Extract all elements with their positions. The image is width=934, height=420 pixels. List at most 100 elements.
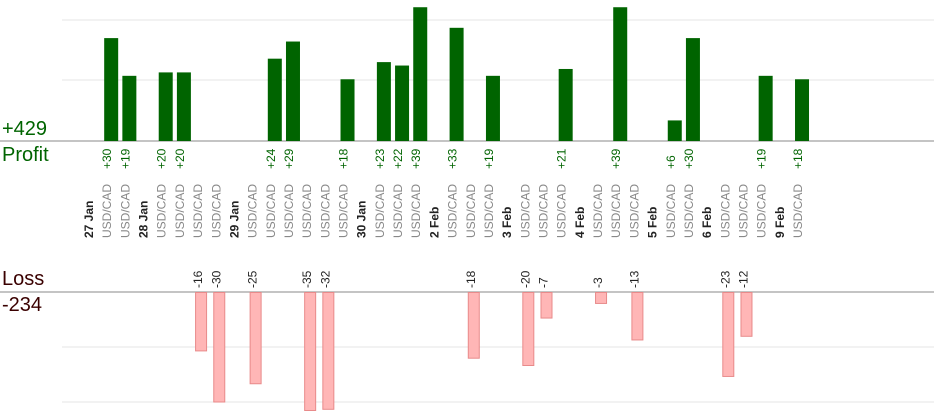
date-label: 3 Feb xyxy=(500,207,514,238)
pair-label: USD/CAD xyxy=(627,184,641,238)
profit-bar xyxy=(485,75,500,141)
profit-value-label: +33 xyxy=(446,148,460,169)
date-label: 28 Jan xyxy=(137,201,151,238)
pair-label: USD/CAD xyxy=(682,184,696,238)
profit-bar xyxy=(267,58,282,141)
loss-value-label: -12 xyxy=(736,270,750,288)
loss-value-label: -16 xyxy=(191,270,205,288)
loss-bar xyxy=(304,292,317,411)
profit-bar xyxy=(376,62,391,141)
profit-value-label: +20 xyxy=(155,148,169,169)
profit-value-label: +39 xyxy=(409,148,423,169)
profit-value-label: +18 xyxy=(791,148,805,169)
date-label: 5 Feb xyxy=(646,207,660,238)
profit-bar xyxy=(158,72,173,141)
loss-bar xyxy=(631,292,644,341)
loss-value-label: -20 xyxy=(518,270,532,288)
pair-label: USD/CAD xyxy=(591,184,605,238)
pair-label: USD/CAD xyxy=(718,184,732,238)
profit-bar xyxy=(340,79,355,141)
profit-value-label: +19 xyxy=(755,148,769,169)
loss-bar xyxy=(540,292,553,319)
pair-label: USD/CAD xyxy=(173,184,187,238)
loss-total: -234 xyxy=(2,294,43,316)
profit-bar xyxy=(558,68,573,141)
profit-bar xyxy=(667,120,682,141)
loss-value-label: -30 xyxy=(209,270,223,288)
pair-label: USD/CAD xyxy=(118,184,132,238)
profit-value-label: +20 xyxy=(173,148,187,169)
pair-label: USD/CAD xyxy=(300,184,314,238)
pair-label: USD/CAD xyxy=(409,184,423,238)
pair-label: USD/CAD xyxy=(791,184,805,238)
profit-bar xyxy=(285,41,300,141)
loss-bar xyxy=(213,292,226,403)
loss-bar xyxy=(467,292,480,359)
pair-label: USD/CAD xyxy=(155,184,169,238)
loss-value-label: -23 xyxy=(718,270,732,288)
date-label: 27 Jan xyxy=(82,201,96,238)
loss-value-label: -32 xyxy=(318,270,332,288)
loss-value-label: -35 xyxy=(300,270,314,288)
profit-total: +429 xyxy=(2,118,48,140)
date-label: 29 Jan xyxy=(227,201,241,238)
loss-bar xyxy=(522,292,535,366)
profit-bar xyxy=(685,38,700,141)
profit-bar xyxy=(413,7,428,142)
profit-value-label: +39 xyxy=(609,148,623,169)
profit-value-label: +24 xyxy=(264,148,278,169)
pair-label: USD/CAD xyxy=(391,184,405,238)
loss-value-label: -13 xyxy=(627,270,641,288)
loss-value-label: -3 xyxy=(591,277,605,288)
pair-label: USD/CAD xyxy=(446,184,460,238)
date-label: 4 Feb xyxy=(573,207,587,238)
loss-bar xyxy=(322,292,335,410)
date-label: 9 Feb xyxy=(773,207,787,238)
pair-label: USD/CAD xyxy=(209,184,223,238)
profit-value-label: +6 xyxy=(664,155,678,169)
profit-bar xyxy=(613,7,628,142)
pair-label: USD/CAD xyxy=(664,184,678,238)
loss-bar xyxy=(595,292,608,304)
pair-label: USD/CAD xyxy=(318,184,332,238)
pair-label: USD/CAD xyxy=(337,184,351,238)
profit-bar xyxy=(122,75,137,141)
profit-value-label: +30 xyxy=(100,148,114,169)
profit-value-label: +19 xyxy=(482,148,496,169)
pair-label: USD/CAD xyxy=(537,184,551,238)
loss-bar xyxy=(722,292,735,377)
profit-bar xyxy=(104,38,119,141)
loss-value-label: -25 xyxy=(246,270,260,288)
pair-label: USD/CAD xyxy=(755,184,769,238)
pair-label: USD/CAD xyxy=(482,184,496,238)
loss-bar xyxy=(740,292,753,337)
pair-label: USD/CAD xyxy=(464,184,478,238)
profit-value-label: +19 xyxy=(118,148,132,169)
loss-bar xyxy=(249,292,262,385)
pair-label: USD/CAD xyxy=(282,184,296,238)
date-label: 30 Jan xyxy=(355,201,369,238)
profit-value-label: +29 xyxy=(282,148,296,169)
loss-value-label: -7 xyxy=(537,277,551,288)
profit-value-label: +23 xyxy=(373,148,387,169)
pair-label: USD/CAD xyxy=(609,184,623,238)
loss-bar xyxy=(195,292,208,352)
pair-label: USD/CAD xyxy=(246,184,260,238)
profit-label: Profit xyxy=(2,144,49,166)
profit-value-label: +18 xyxy=(337,148,351,169)
profit-bar xyxy=(176,72,191,141)
pair-label: USD/CAD xyxy=(555,184,569,238)
profit-bar xyxy=(395,65,410,141)
profit-value-label: +30 xyxy=(682,148,696,169)
pair-label: USD/CAD xyxy=(518,184,532,238)
date-label: 2 Feb xyxy=(427,207,441,238)
profit-bar xyxy=(758,75,773,141)
profit-bar xyxy=(795,79,810,141)
profit-value-label: +21 xyxy=(555,148,569,169)
pair-label: USD/CAD xyxy=(736,184,750,238)
pair-label: USD/CAD xyxy=(191,184,205,238)
pair-label: USD/CAD xyxy=(264,184,278,238)
loss-label: Loss xyxy=(2,268,45,290)
profit-value-label: +22 xyxy=(391,148,405,169)
